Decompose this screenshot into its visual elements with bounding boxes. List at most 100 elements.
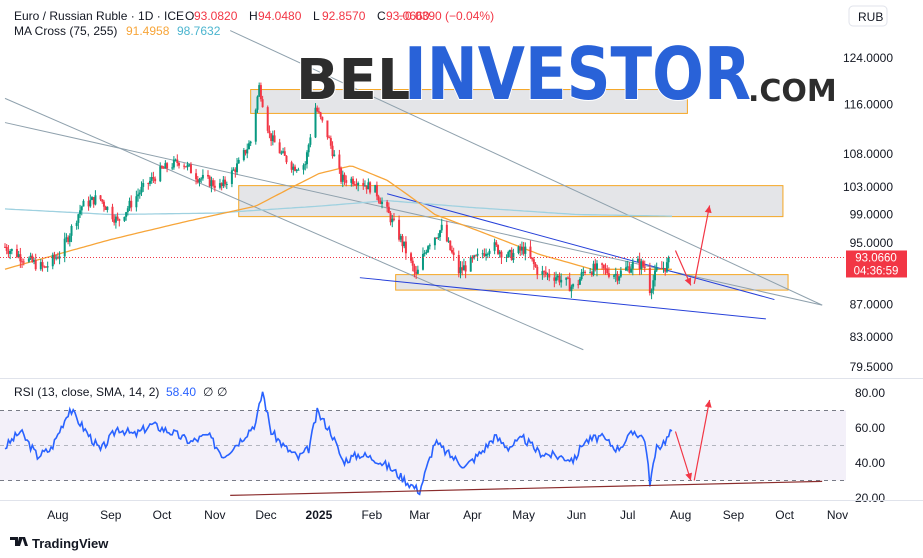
candle-body (123, 216, 126, 221)
candle-body (317, 111, 320, 113)
candle-body (457, 254, 460, 274)
candle-body (461, 267, 464, 271)
candle-body (362, 182, 365, 187)
candle-body (606, 268, 609, 274)
candle-body (416, 269, 419, 274)
candle-body (352, 178, 355, 185)
candle-body (130, 200, 133, 208)
candle-body (128, 200, 131, 209)
candle-body (592, 263, 595, 276)
last-price-value: 93.0660 (855, 252, 897, 264)
candle-body (207, 174, 210, 177)
candle-body (329, 138, 332, 146)
candle-body (63, 238, 66, 257)
candle-body (553, 277, 556, 281)
candle-body (493, 242, 496, 251)
candle-body (541, 271, 544, 275)
x-tick-label: Jun (567, 508, 586, 522)
candle-body (230, 170, 233, 184)
candle-body (114, 216, 117, 223)
watermark-investor: INVESTOR (404, 32, 751, 116)
candle-body (270, 133, 273, 142)
candle-body (237, 159, 240, 164)
candle-body (321, 116, 324, 121)
candle-body (566, 277, 569, 279)
moving-averages (4, 165, 672, 270)
candle-body (152, 177, 155, 179)
candle-body (483, 253, 486, 257)
currency-button[interactable] (848, 5, 888, 27)
candle-body (546, 273, 549, 275)
candle-body (471, 257, 474, 259)
candle-body (102, 201, 105, 207)
candle-body (4, 246, 6, 248)
candle-body (333, 154, 336, 157)
candle-body (522, 246, 525, 254)
candle-body (403, 241, 406, 247)
candle-body (278, 142, 281, 154)
rsi-forecast-arrow-head (685, 472, 692, 481)
candle-body (104, 206, 107, 210)
candle-body (232, 169, 235, 171)
candle-body (5, 246, 8, 251)
candle-body (44, 266, 47, 268)
candle-body (594, 263, 597, 270)
candle-body (222, 179, 225, 187)
candle-body (425, 252, 428, 254)
candle-body (369, 182, 372, 193)
candle-body (486, 253, 489, 255)
candle-body (331, 145, 334, 157)
candle-body (643, 266, 646, 268)
candle-body (341, 174, 344, 182)
forecast-arrow-head (684, 277, 692, 286)
ohlc-value: 93.0820 (194, 9, 238, 23)
candle-body (439, 230, 442, 237)
candle-body (601, 263, 604, 265)
candle-body (213, 185, 216, 188)
candle-body (149, 180, 152, 184)
tradingview-logo[interactable]: TradingView (10, 536, 109, 551)
candle-body (304, 164, 307, 166)
candle-body (440, 224, 443, 231)
candle-body (19, 254, 22, 262)
candle-body (271, 135, 274, 142)
candle-body (212, 180, 215, 186)
candle-body (401, 236, 404, 247)
candle-body (21, 261, 24, 263)
candle-body (174, 159, 177, 161)
rsi-tick-label: 60.00 (855, 421, 885, 435)
candle-body (15, 249, 18, 258)
candle-body (435, 237, 438, 239)
ma-cross-label: MA Cross (75, 255) (14, 24, 117, 38)
candle-body (624, 267, 627, 271)
candle-body (91, 197, 94, 200)
candle-body (497, 245, 500, 254)
last-price-tag (846, 250, 907, 278)
candle-body (628, 266, 631, 273)
candle-body (392, 218, 395, 220)
tradingview-brand: TradingView (32, 536, 109, 551)
candle-body (640, 261, 643, 270)
candle-body (138, 192, 141, 195)
candle-body (186, 164, 189, 168)
rsi-forecast-arrow-head (704, 400, 712, 408)
candle-body (345, 180, 348, 183)
candle-body (519, 246, 522, 251)
candle-body (116, 216, 119, 220)
candle-body (125, 212, 128, 217)
candle-body (171, 167, 174, 169)
candle-body (244, 150, 247, 154)
rsi-tick-label: 40.00 (855, 456, 885, 470)
ohlc-key: L (313, 9, 320, 23)
candle-body (512, 253, 515, 260)
candle-body (159, 166, 162, 182)
candle-body (350, 178, 353, 183)
candle-body (476, 253, 479, 256)
candle-body (565, 277, 568, 280)
candle-body (154, 178, 157, 182)
candle-body (389, 213, 392, 223)
candle-body (648, 267, 651, 294)
candle-body (285, 155, 288, 163)
candle-body (375, 184, 378, 197)
candle-body (326, 120, 329, 138)
